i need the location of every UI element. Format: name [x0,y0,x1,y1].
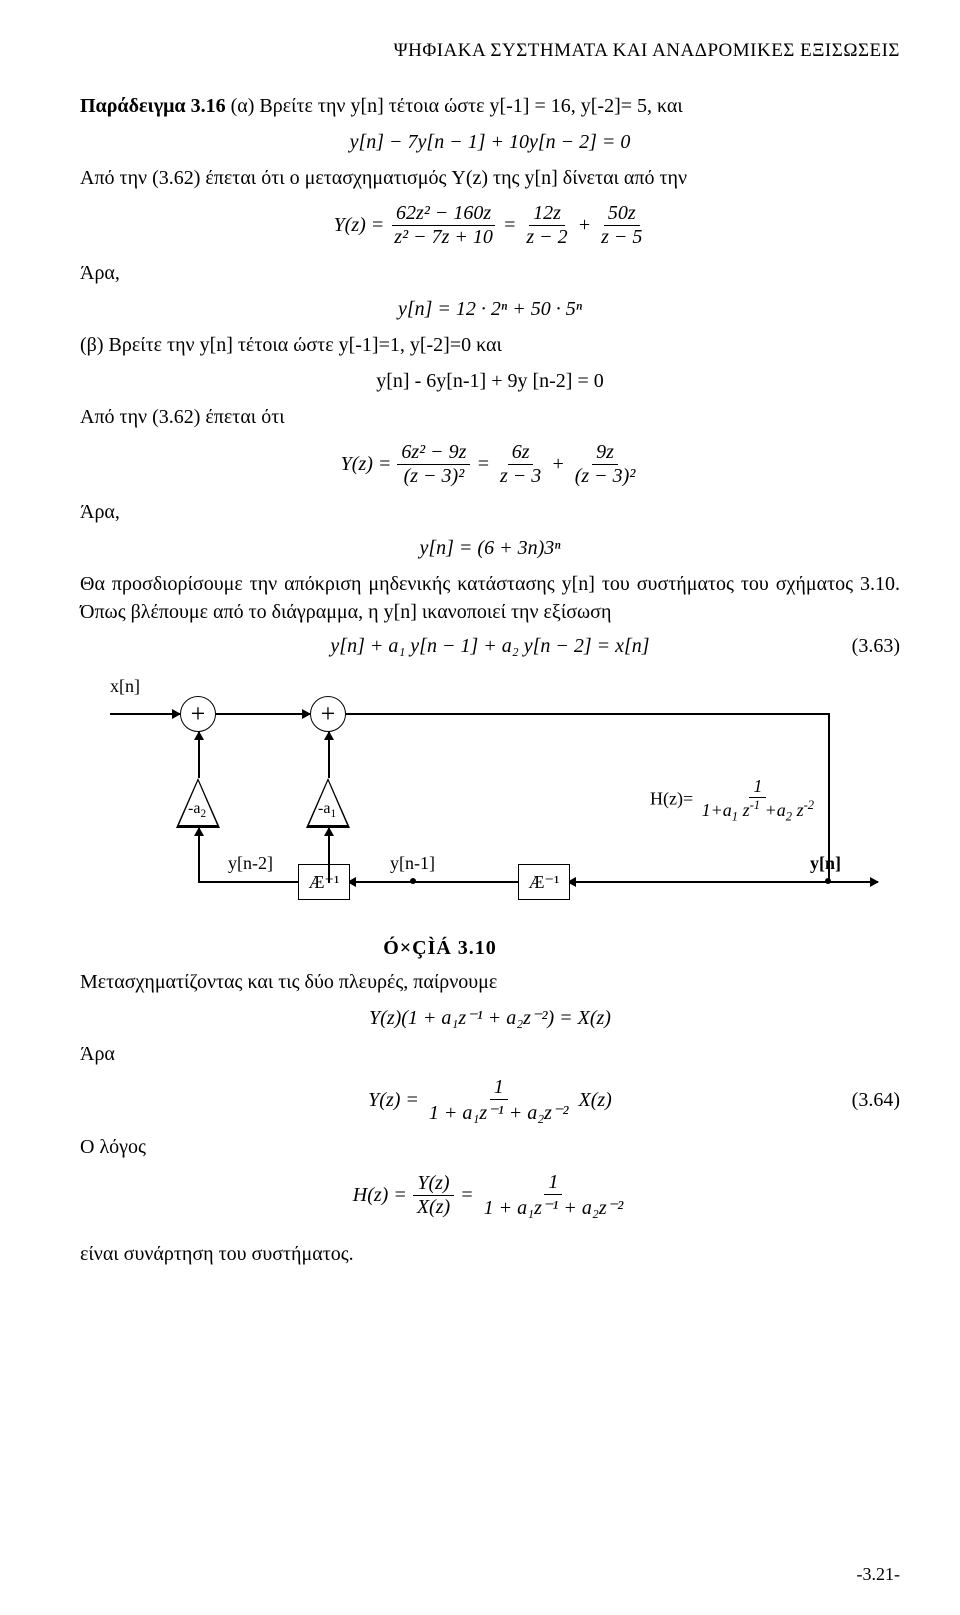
paragraph-10: Ο λόγος [80,1133,900,1161]
adder-1: + [180,696,216,732]
yn1-label: y[n-1] [390,853,435,874]
paragraph-8: Μετασχηματίζοντας και τις δύο πλευρές, π… [80,968,900,996]
paragraph-1: Παράδειγμα 3.16 (α) Βρείτε την y[n] τέτο… [80,92,900,120]
wire [198,828,200,883]
wire [328,828,330,883]
delay-box-1: Æ⁻¹ [518,864,570,900]
gain-a2-label: -a2 [188,800,206,820]
eq-1: y[n] − 7y[n − 1] + 10y[n − 2] = 0 [80,130,900,154]
eq-10: H(z) = Y(z) X(z) = 1 1 + a₁z⁻¹ + a₂z⁻² [80,1171,900,1220]
yn-label: y[n] [810,853,841,874]
wire [828,881,878,883]
wire [216,713,310,715]
eq-7: y[n] + a₁ y[n − 1] + a₂ y[n − 2] = x[n] [330,634,649,658]
wire [110,713,180,715]
eq2-frac2: 12z z − 2 [522,202,571,249]
wire [328,732,330,778]
block-diagram: x[n] + + y[n] Æ⁻¹ y[n-1] Æ⁻¹ y[n-2] [110,668,910,928]
eq-6: y[n] = (6 + 3n)3ⁿ [80,536,900,560]
yn2-label: y[n-2] [228,853,273,874]
wire [198,881,298,883]
adder-2: + [310,696,346,732]
paragraph-6: Άρα, [80,498,900,526]
figure-caption: Ó×ÇÌÁ 3.10 [0,934,900,962]
eq-2: Y(z) = 62z² − 160z z² − 7z + 10 = 12z z … [80,202,900,249]
page-header: ΨΗΦΙΑΚΑ ΣΥΣΤΗΜΑΤΑ ΚΑΙ ΑΝΑΔΡΟΜΙΚΕΣ ΕΞΙΣΩΣ… [80,40,900,62]
wire [198,732,200,778]
p1-rest: (α) Βρείτε την y[n] τέτοια ώστε y[-1] = … [226,95,683,117]
eq2-lhs: Y(z) = [334,214,385,237]
paragraph-4: (β) Βρείτε την y[n] τέτοια ώστε y[-1]=1,… [80,331,900,359]
delay-box-2: Æ⁻¹ [298,864,350,900]
eq-5: Y(z) = 6z² − 9z (z − 3)² = 6z z − 3 + 9z… [80,441,900,488]
eq-7-row: y[n] + a₁ y[n − 1] + a₂ y[n − 2] = x[n] … [80,634,900,658]
paragraph-2: Από την (3.62) έπεται ότι ο μετασχηματισ… [80,164,900,192]
eq-8: Y(z)(1 + a₁z⁻¹ + a₂z⁻²) = X(z) [80,1006,900,1030]
wire [346,713,830,715]
hz-formula: H(z)= 1 1+a1 z-1 +a2 z-2 [650,776,818,825]
eq-4: y[n] - 6y[n-1] + 9y [n-2] = 0 [80,369,900,393]
eq-9-num: (3.64) [852,1089,900,1112]
node-dot [410,878,416,884]
wire [348,881,518,883]
paragraph-5: Από την (3.62) έπεται ότι [80,403,900,431]
wire [568,881,830,883]
eq-9-row: Y(z) = 1 1 + a₁z⁻¹ + a₂z⁻² X(z) (3.64) [80,1076,900,1125]
eq2-frac1: 62z² − 160z z² − 7z + 10 [390,202,497,249]
gain-a1-label: -a1 [318,800,336,820]
eq2-frac3: 50z z − 5 [597,202,646,249]
eq-7-num: (3.63) [852,635,900,658]
paragraph-9: Άρα [80,1040,900,1068]
paragraph-11: είναι συνάρτηση του συστήματος. [80,1240,900,1268]
paragraph-3: Άρα, [80,259,900,287]
xn-label: x[n] [110,676,140,697]
eq-3: y[n] = 12 · 2ⁿ + 50 · 5ⁿ [80,297,900,321]
page-number: -3.21- [857,1564,901,1585]
paragraph-7: Θα προσδιορίσουμε την απόκριση μηδενικής… [80,570,900,626]
example-label: Παράδειγμα 3.16 [80,95,226,117]
